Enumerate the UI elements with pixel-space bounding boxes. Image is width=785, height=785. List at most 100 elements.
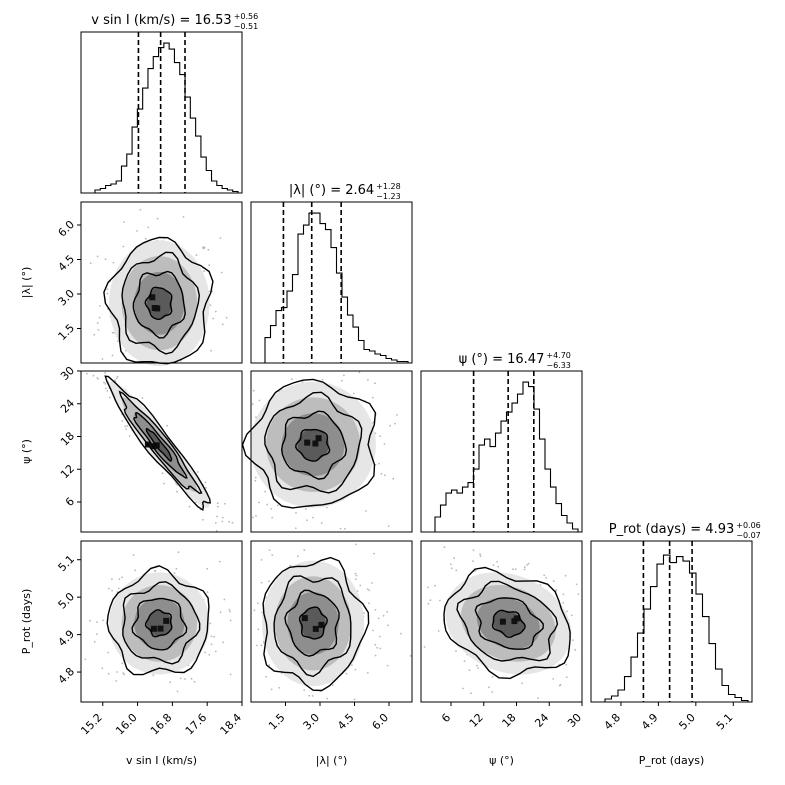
sample-point xyxy=(153,570,156,572)
sample-point xyxy=(386,664,389,667)
sample-point xyxy=(387,624,389,627)
sample-point xyxy=(204,481,207,484)
contour-vsini-lambda-1 xyxy=(132,270,186,339)
x-tick-label-psi: 18 xyxy=(500,711,519,730)
sample-point xyxy=(523,566,526,569)
sample-point xyxy=(156,217,159,220)
sample-point xyxy=(169,681,172,684)
sample-point xyxy=(228,520,231,523)
sample-point xyxy=(116,375,119,378)
panel-frames-layer xyxy=(77,31,753,706)
sample-point xyxy=(371,396,374,399)
contour-lambda-prot-0 xyxy=(298,606,329,640)
sample-point xyxy=(114,379,116,382)
density-peak xyxy=(154,305,161,312)
sample-point xyxy=(116,340,119,342)
sample-point xyxy=(372,629,374,632)
sample-point xyxy=(214,650,217,653)
x-tick-label-vsini: 17.6 xyxy=(183,711,210,738)
sample-point xyxy=(205,486,207,489)
contour-vsini-psi-1 xyxy=(133,411,188,479)
sample-point xyxy=(209,622,212,625)
sample-point xyxy=(359,584,362,587)
sample-point xyxy=(543,574,546,577)
sample-point xyxy=(574,648,577,651)
histogram-psi xyxy=(434,381,579,532)
sample-point xyxy=(382,614,385,617)
sample-point xyxy=(258,399,261,402)
sample-point xyxy=(176,690,179,693)
sample-point xyxy=(352,392,355,395)
x-tick-label-lambda: 4.5 xyxy=(335,711,357,733)
y-tick-label-lambda: 4.5 xyxy=(56,252,78,274)
sample-point xyxy=(378,635,381,638)
sample-point xyxy=(491,691,494,693)
title-minus-psi: −6.33 xyxy=(546,361,571,370)
sample-point xyxy=(463,660,466,663)
x-tick-label-lambda: 1.5 xyxy=(266,711,288,733)
panel-frame-psi-prot xyxy=(420,540,583,703)
sample-point xyxy=(203,270,206,273)
sample-point xyxy=(207,248,210,251)
sample-point xyxy=(190,677,193,680)
panel-frame-prot-hist xyxy=(590,540,753,703)
sample-point xyxy=(377,617,380,620)
contour-vsini-psi-2 xyxy=(118,390,203,495)
density-peak xyxy=(301,615,308,622)
sample-point xyxy=(260,581,263,584)
x-tick-label-vsini: 15.2 xyxy=(78,711,105,738)
sample-point xyxy=(303,549,306,552)
sample-point xyxy=(93,333,96,336)
sample-point xyxy=(575,583,578,586)
sample-point xyxy=(216,505,219,508)
sample-point xyxy=(219,611,222,614)
x-tick-label-psi: 30 xyxy=(565,711,584,730)
x-tick-label-lambda: 3.0 xyxy=(301,711,323,733)
sample-point xyxy=(564,574,567,577)
sample-point xyxy=(268,664,271,666)
sample-point xyxy=(354,572,357,575)
sample-point xyxy=(93,640,96,643)
sample-point xyxy=(443,546,446,549)
sample-point xyxy=(572,639,574,641)
sample-point xyxy=(289,564,292,567)
sample-point xyxy=(453,557,455,560)
sample-point xyxy=(427,586,429,589)
sample-point xyxy=(175,567,178,570)
sample-point xyxy=(439,599,441,602)
sample-point xyxy=(179,677,182,680)
title-minus-prot: −0.07 xyxy=(736,531,761,540)
sample-point xyxy=(224,502,226,505)
sample-point xyxy=(113,331,115,334)
sample-point xyxy=(86,372,88,375)
x-tick-label-prot: 4.8 xyxy=(602,711,624,733)
sample-point xyxy=(545,576,548,579)
sample-point xyxy=(107,672,110,675)
sample-point xyxy=(98,316,101,319)
sample-point xyxy=(173,572,176,574)
sample-point xyxy=(527,562,530,565)
sample-point xyxy=(121,576,123,579)
histogram-vsini xyxy=(94,42,239,193)
sample-point xyxy=(214,522,217,524)
sample-point xyxy=(126,425,129,427)
histogram-layer xyxy=(94,32,749,702)
sample-point xyxy=(218,560,221,563)
sample-point xyxy=(122,672,125,675)
sample-point xyxy=(166,424,169,427)
sample-point xyxy=(374,654,377,657)
sample-point xyxy=(229,619,232,622)
y-axis-label-lambda: |λ| (°) xyxy=(20,267,33,299)
contour-lambda-psi-1 xyxy=(280,410,348,480)
sample-point xyxy=(476,664,478,667)
sample-point xyxy=(228,608,231,611)
sample-point xyxy=(176,490,178,493)
x-tick-label-prot: 4.9 xyxy=(639,711,661,733)
sample-point xyxy=(365,510,367,512)
sample-point xyxy=(206,591,209,593)
sample-point xyxy=(216,515,218,518)
sample-point xyxy=(251,403,254,405)
sample-point xyxy=(523,568,526,571)
sample-point xyxy=(220,271,223,274)
title-prot: P_rot (days) = 4.93 xyxy=(609,522,735,537)
